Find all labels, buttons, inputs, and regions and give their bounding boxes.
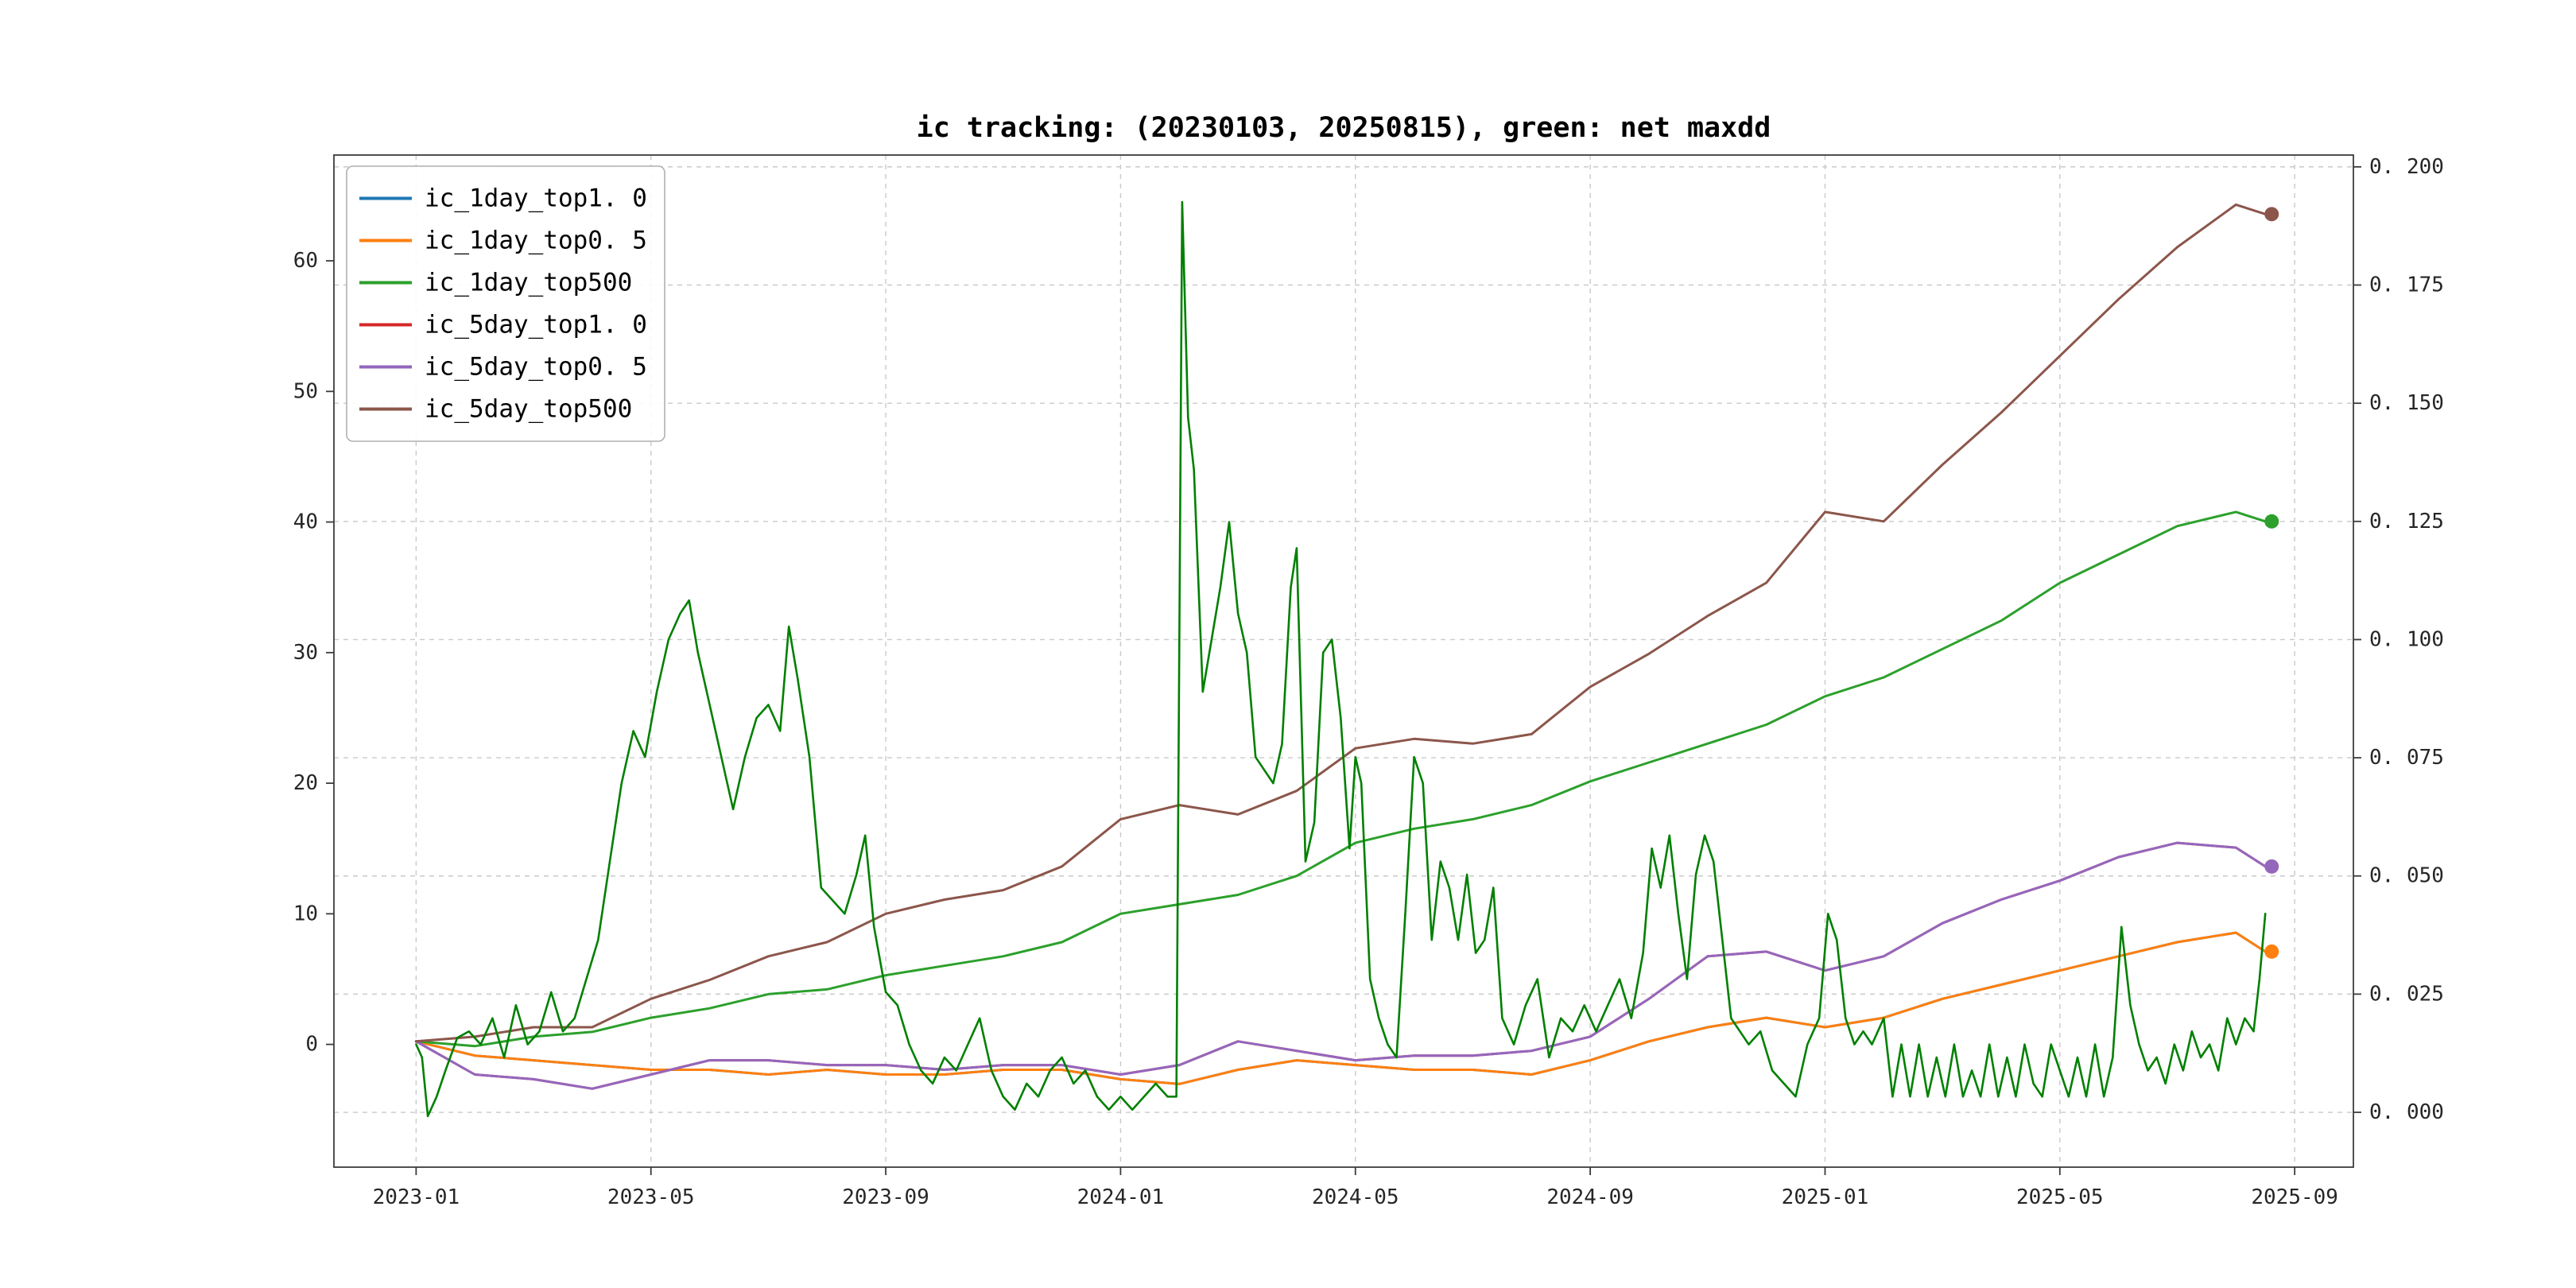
legend-label: ic_5day_top0. 5 <box>425 353 647 382</box>
x-tick-label: 2023-05 <box>607 1185 695 1209</box>
y-left-tick-label: 20 <box>293 771 318 795</box>
y-left-tick-label: 30 <box>293 641 318 665</box>
x-tick-label: 2025-01 <box>1782 1185 1869 1209</box>
legend-box <box>346 165 665 442</box>
series-ic-1day-top1-0 <box>414 931 2267 1085</box>
series-ic-1day-top500 <box>414 510 2267 1048</box>
legend-label: ic_1day_top0. 5 <box>425 227 647 255</box>
x-tick-label: 2025-09 <box>2251 1185 2338 1209</box>
y-left-tick-label: 10 <box>293 902 318 925</box>
endpoint-dot <box>2264 514 2279 529</box>
y-right-tick-label: 0. 150 <box>2369 391 2444 415</box>
plot-border <box>333 154 2354 1168</box>
x-tick-label: 2024-05 <box>1312 1185 1399 1209</box>
x-tick-label: 2024-01 <box>1077 1185 1165 1209</box>
endpoint-dot <box>2264 207 2279 222</box>
legend-label: ic_1day_top500 <box>425 269 632 297</box>
y-right-tick-label: 0. 075 <box>2369 746 2444 770</box>
x-tick-label: 2023-01 <box>373 1185 460 1209</box>
gridlines <box>334 155 2353 1167</box>
y-left-tick-label: 50 <box>293 379 318 403</box>
legend-label: ic_1day_top1. 0 <box>425 184 647 213</box>
axis-tick-labels: 2023-01 2023-05 2023-09 2024-01 2024-05 2024-… <box>293 155 2444 1209</box>
legend: ic_1day_top1. 0 ic_1day_top0. 5 ic_1day_to… <box>346 165 665 442</box>
x-tick-label: 2024-09 <box>1546 1185 1634 1209</box>
legend-label: ic_5day_top500 <box>425 395 632 424</box>
y-right-tick-label: 0. 175 <box>2369 274 2444 297</box>
y-right-tick-label: 0. 200 <box>2369 155 2444 179</box>
endpoint-dot <box>2264 944 2279 959</box>
endpoint-markers <box>2264 207 2279 959</box>
x-tick-label: 2025-05 <box>2016 1185 2104 1209</box>
plot-area: 2023-01 2023-05 2023-09 2024-01 2024-05 2024-… <box>293 154 2444 1209</box>
y-left-tick-label: 40 <box>293 510 318 534</box>
chart-title: ic tracking: (20230103, 20250815), green… <box>917 112 1771 144</box>
series-net-maxdd <box>415 200 2267 1118</box>
series-ic-1day-top0-5 <box>414 931 2267 1085</box>
axis-ticks <box>326 165 2361 1175</box>
y-right-tick-label: 0. 000 <box>2369 1100 2444 1124</box>
y-left-tick-label: 0 <box>305 1033 318 1057</box>
series-ic-5day-top500 <box>414 203 2267 1043</box>
series-ic-5day-top0-5 <box>414 841 2267 1090</box>
series-group <box>414 200 2267 1118</box>
y-right-tick-label: 0. 125 <box>2369 510 2444 533</box>
y-right-tick-label: 0. 050 <box>2369 864 2444 888</box>
legend-label: ic_5day_top1. 0 <box>425 311 647 339</box>
y-right-tick-label: 0. 100 <box>2369 627 2444 651</box>
endpoint-dot <box>2264 859 2279 874</box>
x-tick-label: 2023-09 <box>842 1185 929 1209</box>
y-right-tick-label: 0. 025 <box>2369 982 2444 1006</box>
y-left-tick-label: 60 <box>293 249 318 273</box>
